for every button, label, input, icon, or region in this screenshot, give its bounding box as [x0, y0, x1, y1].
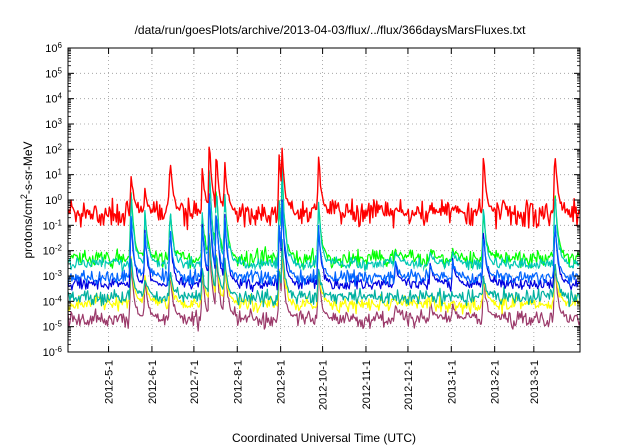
y-tick-base: 10 — [45, 170, 57, 182]
y-tick-base: 10 — [45, 68, 57, 80]
x-tick-label: 2013-1-1 — [446, 360, 458, 404]
series-layer — [68, 146, 580, 332]
y-axis-title: protons/cm2-s-sr-MeV — [19, 141, 35, 258]
y-tick-exp: -2 — [55, 243, 63, 252]
y-tick-base: 10 — [45, 195, 57, 207]
y-tick-base: 10 — [43, 246, 55, 258]
y-axis-title-sup: 2 — [19, 194, 29, 199]
y-tick-exp: -6 — [55, 345, 63, 354]
x-tick-label: 2012-11-1 — [361, 360, 373, 409]
series-line-5 — [68, 195, 580, 287]
chart-title: /data/run/goesPlots/archive/2013-04-03/f… — [135, 23, 527, 37]
y-tick-label: 105 — [45, 66, 62, 81]
y-axis-title-prefix: protons/cm — [21, 199, 35, 258]
y-axis-title-suffix: -s-sr-MeV — [21, 141, 35, 194]
y-tick-label: 10-1 — [43, 218, 63, 233]
y-tick-exp: 0 — [58, 193, 63, 202]
x-tick-label: 2013-2-1 — [490, 360, 502, 404]
series-line-9 — [68, 232, 580, 332]
y-tick-label: 100 — [45, 193, 62, 208]
y-tick-label: 10-6 — [43, 345, 63, 360]
y-tick-label: 102 — [45, 142, 62, 157]
y-tick-exp: -4 — [55, 294, 63, 303]
y-tick-label: 10-2 — [43, 243, 63, 258]
series-line-6 — [68, 193, 580, 293]
y-tick-exp: -1 — [55, 218, 63, 227]
x-tick-label: 2012-9-1 — [276, 360, 288, 404]
y-tick-exp: 2 — [58, 142, 63, 151]
y-tick-exp: -5 — [55, 319, 63, 328]
series-line-1 — [68, 146, 580, 231]
y-tick-base: 10 — [45, 119, 57, 131]
y-tick-label: 106 — [45, 41, 62, 56]
x-tick-label: 2012-7-1 — [189, 360, 201, 404]
y-tick-exp: 1 — [58, 167, 63, 176]
y-tick-exp: -3 — [55, 269, 63, 278]
y-tick-base: 10 — [43, 220, 55, 232]
y-tick-base: 10 — [43, 271, 55, 283]
series-line-4 — [68, 193, 580, 280]
x-axis-title: Coordinated Universal Time (UTC) — [232, 431, 416, 445]
series-line-3 — [68, 167, 580, 273]
x-tick-label: 2012-10-1 — [318, 360, 330, 410]
x-tick-label: 2012-6-1 — [147, 360, 159, 404]
y-tick-label: 101 — [45, 167, 62, 182]
y-tick-label: 10-5 — [43, 319, 63, 334]
y-tick-exp: 5 — [58, 66, 63, 75]
x-tick-label: 2012-12-1 — [403, 360, 415, 410]
x-tick-label: 2013-3-1 — [529, 360, 541, 404]
x-tick-label: 2012-8-1 — [232, 360, 244, 404]
x-axis: 2012-5-1 2012-6-1 2012-7-1 2012-8-1 2012-9-1… — [104, 48, 541, 410]
y-tick-exp: 4 — [58, 91, 63, 100]
y-tick-base: 10 — [45, 94, 57, 106]
y-tick-label: 10-4 — [43, 294, 63, 309]
x-tick-label: 2012-5-1 — [104, 360, 116, 404]
series-line-7 — [68, 234, 580, 308]
y-tick-base: 10 — [43, 347, 55, 359]
y-tick-base: 10 — [43, 322, 55, 334]
y-tick-label: 10-3 — [43, 269, 63, 284]
y-tick-exp: 6 — [58, 41, 63, 50]
y-tick-base: 10 — [45, 144, 57, 156]
y-tick-base: 10 — [45, 43, 57, 55]
y-tick-exp: 3 — [58, 117, 63, 126]
y-tick-label: 103 — [45, 117, 62, 132]
y-tick-base: 10 — [43, 296, 55, 308]
y-axis: 10610510410310210110010-110-210-310-410-… — [43, 41, 580, 360]
series-line-2 — [68, 166, 580, 272]
y-tick-label: 104 — [45, 91, 62, 106]
